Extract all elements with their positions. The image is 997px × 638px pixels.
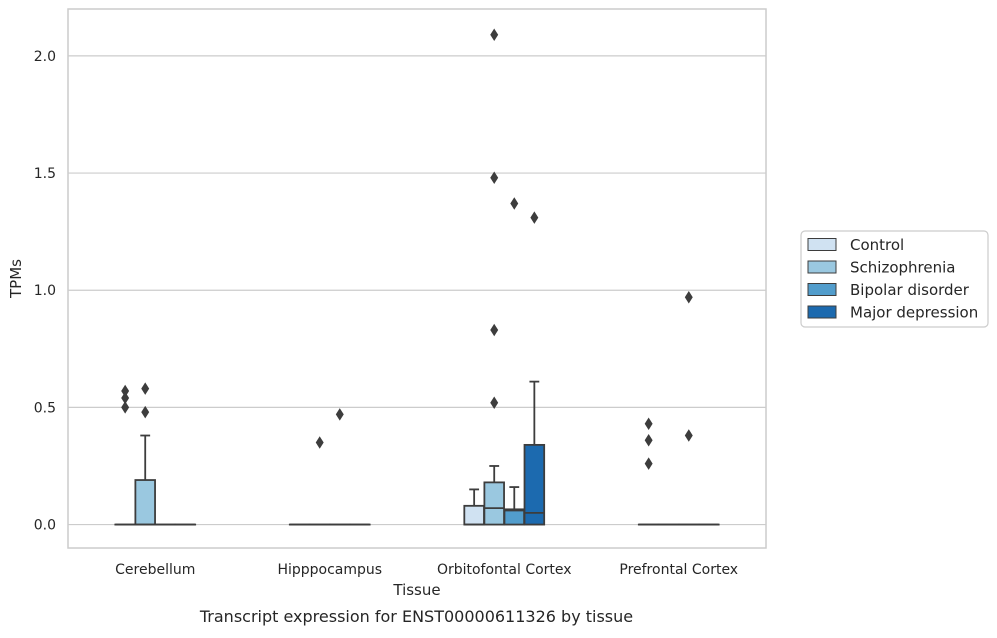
- legend-label: Schizophrenia: [850, 259, 955, 277]
- chart-caption: Transcript expression for ENST0000061132…: [199, 607, 633, 626]
- outlier-point: [685, 430, 692, 441]
- x-tick-label: Prefrontal Cortex: [619, 562, 738, 578]
- outlier-point: [122, 402, 129, 413]
- outlier-point: [645, 458, 652, 469]
- box: [484, 482, 504, 524]
- legend-label: Bipolar disorder: [850, 281, 970, 299]
- legend-swatch: [808, 239, 836, 251]
- box-group: [484, 29, 504, 524]
- outlier-point: [531, 212, 538, 223]
- outlier-point: [316, 437, 323, 448]
- outlier-point: [491, 29, 498, 40]
- x-axis-label: Tissue: [392, 581, 440, 599]
- outlier-point: [645, 435, 652, 446]
- box: [464, 506, 484, 525]
- box: [504, 509, 524, 524]
- outlier-point: [685, 292, 692, 303]
- y-axis-label: TPMs: [7, 259, 25, 299]
- legend-swatch: [808, 284, 836, 296]
- legend-label: Major depression: [850, 304, 978, 322]
- legend: Control Schizophrenia Bipolar disorder Majo…: [801, 231, 988, 327]
- legend-swatch: [808, 261, 836, 273]
- plot-frame: [68, 9, 766, 548]
- outlier-point: [491, 397, 498, 408]
- legend-label: Control: [850, 236, 904, 254]
- y-tick-label: 0.0: [34, 518, 56, 534]
- y-tick-label: 1.0: [34, 283, 56, 299]
- gridlines: [68, 56, 766, 525]
- x-tick-label: Orbitofontal Cortex: [437, 562, 572, 578]
- boxes-layer: [115, 29, 718, 524]
- box-group: [330, 409, 350, 525]
- box-group: [135, 383, 155, 524]
- box-group: [525, 212, 545, 524]
- y-tick-label: 0.5: [34, 400, 56, 416]
- outlier-point: [142, 407, 149, 418]
- box-group: [639, 418, 659, 524]
- box-group: [504, 198, 524, 525]
- y-tick-label: 1.5: [34, 166, 56, 182]
- box-group: [464, 489, 484, 524]
- outlier-point: [511, 198, 518, 209]
- outlier-point: [142, 383, 149, 394]
- outlier-point: [645, 418, 652, 429]
- x-tick-labels: Cerebellum Hipppocampus Orbitofontal Corte…: [115, 562, 738, 578]
- x-tick-label: Cerebellum: [115, 562, 195, 578]
- box: [135, 480, 155, 525]
- outlier-point: [491, 325, 498, 336]
- legend-swatch: [808, 306, 836, 318]
- box-group: [115, 385, 135, 524]
- outlier-point: [336, 409, 343, 420]
- box-group: [310, 437, 330, 525]
- x-tick-label: Hipppocampus: [277, 562, 382, 578]
- box-group: [679, 292, 699, 525]
- y-tick-label: 2.0: [34, 49, 56, 65]
- y-tick-labels: 0.0 0.5 1.0 1.5 2.0: [34, 49, 56, 534]
- outlier-point: [491, 172, 498, 183]
